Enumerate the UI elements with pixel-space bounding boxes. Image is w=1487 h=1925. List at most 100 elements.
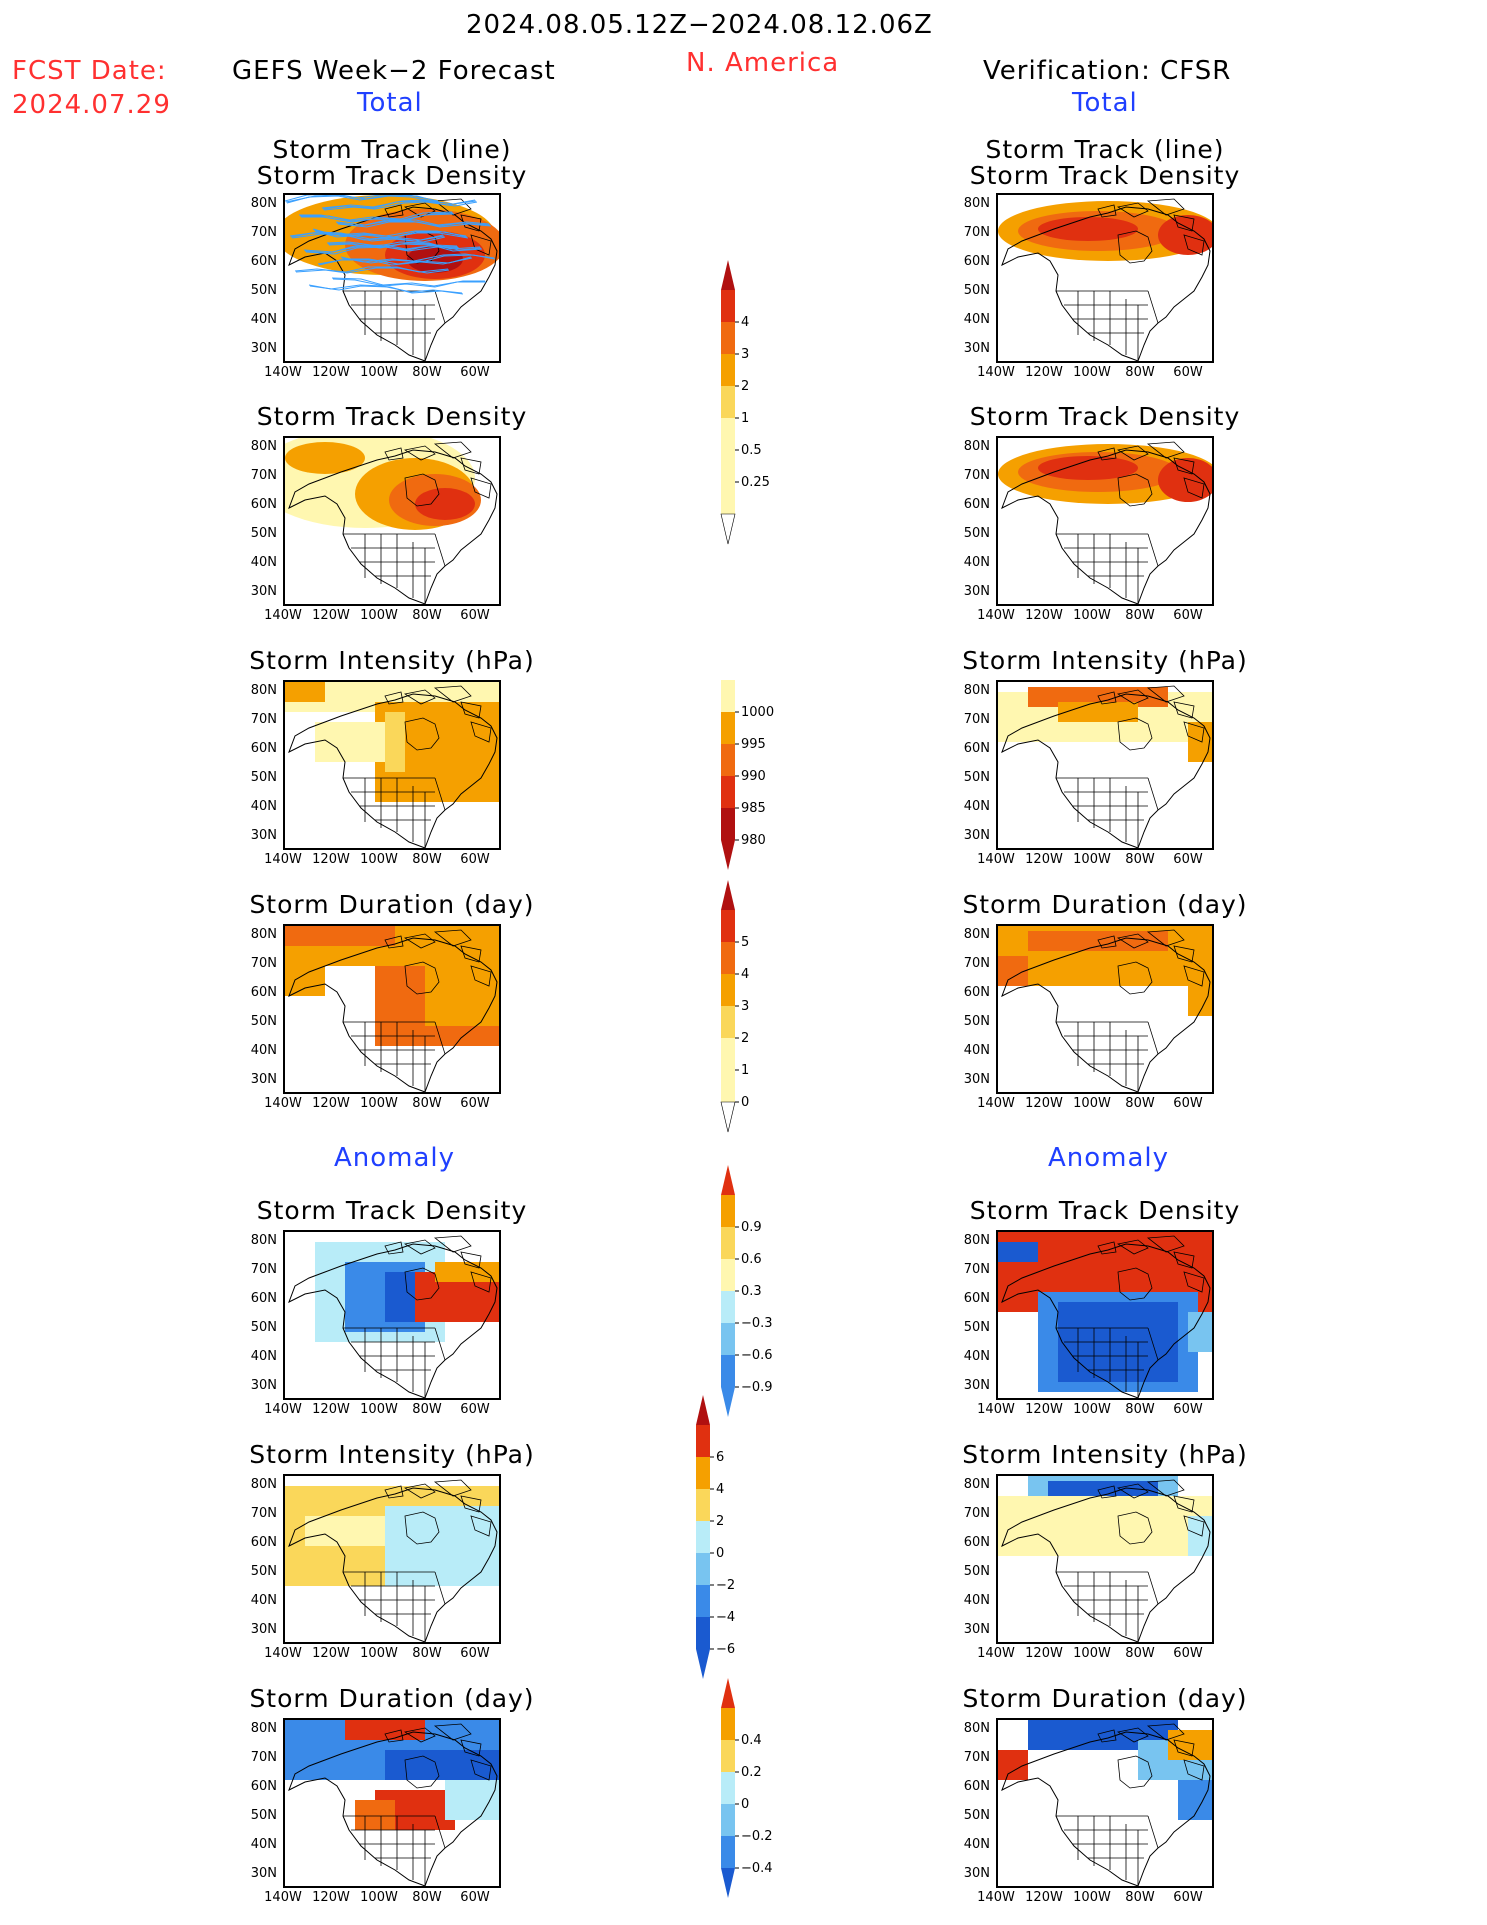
lat-label: 50N [963,1014,990,1029]
island-outline [1146,441,1185,459]
lon-label: 60W [460,365,490,380]
island-outline [1097,691,1117,705]
state-border [1147,1327,1159,1361]
lat-label: 60N [963,741,990,756]
lon-label: 80W [1125,1096,1155,1111]
lon-label: 140W [977,608,1015,623]
lon-label: 80W [412,1890,442,1905]
lon-label: 100W [1073,1402,1111,1417]
lon-label: 80W [1125,852,1155,867]
island-outline [403,202,436,218]
panel-title: Storm Track Density [256,402,528,431]
map-panel [283,680,501,850]
lon-label: 140W [977,1096,1015,1111]
lon-label: 100W [1073,1096,1111,1111]
colorbar-segment [721,322,735,354]
state-border [1147,1021,1159,1055]
colorbar-top-arrow [721,1165,735,1195]
lon-label: 140W [264,1646,302,1661]
shading-cell [435,1262,499,1282]
lat-label: 30N [963,341,990,356]
lon-label: 80W [1125,608,1155,623]
lon-label: 120W [312,1096,350,1111]
lat-label: 50N [250,283,277,298]
right-total-label: Total [1072,88,1138,118]
storm-track-line [331,277,485,287]
colorbar-segment [721,386,735,418]
map-panel [996,924,1214,1094]
lat-label: 30N [250,1622,277,1637]
colorbar-segment [721,354,735,386]
lat-label: 60N [963,497,990,512]
lon-label: 120W [312,608,350,623]
colorbar-density-anom: 0.9 0.6 0.3 −0.3 −0.6 −0.9 [721,1165,773,1417]
map-panel [996,436,1214,606]
lat-label: 50N [250,1564,277,1579]
lon-label: 100W [1073,1890,1111,1905]
island-outline [403,445,436,461]
colorbar-label: −0.9 [741,1380,773,1395]
shading-cell [1188,966,1212,1016]
island-outline [470,721,492,743]
lon-label: 80W [1125,1890,1155,1905]
island-outline [1097,1729,1117,1743]
panel-title: Storm Duration (day) [962,1684,1248,1713]
coastline [288,1487,498,1642]
island-outline [1117,717,1153,751]
shading-cell [1058,702,1138,722]
lat-label: 70N [250,225,277,240]
lon-label: 140W [264,608,302,623]
lat-label: 80N [963,927,990,942]
island-outline [1146,685,1185,703]
colorbar-segment [721,1006,735,1038]
colorbar-label: 0 [716,1546,724,1561]
coastline [1001,1243,1211,1398]
island-outline [384,1485,404,1499]
coastline [1001,1487,1211,1642]
island-outline [1116,1483,1149,1499]
island-outline [470,234,492,256]
island-outline [1117,1267,1153,1301]
panel-title: Storm Intensity (hPa) [249,646,535,675]
colorbar-label: 1 [741,411,749,426]
colorbar-label: 0 [741,1095,749,1110]
shading-cell [998,956,1028,986]
island-outline [403,1727,436,1743]
map-canvas [285,438,498,604]
island-outline [433,929,472,947]
island-outline [1116,1239,1149,1255]
lat-label: 30N [963,1378,990,1393]
lat-label: 60N [963,985,990,1000]
shading-cell [285,966,325,996]
island-outline [1116,1727,1149,1743]
lat-label: 50N [250,526,277,541]
colorbar-label: 0.2 [741,1765,762,1780]
map-canvas [285,1720,499,1886]
lat-label: 80N [250,439,277,454]
island-outline [470,965,492,987]
island-outline [403,933,436,949]
shading-cell [385,1272,415,1322]
island-outline [404,717,440,751]
date-range-title: 2024.08.05.12Z−2024.08.12.06Z [466,10,933,40]
state-border [1147,777,1159,811]
island-outline [1146,1235,1185,1253]
lon-label: 120W [312,365,350,380]
lon-label: 80W [412,1402,442,1417]
lat-label: 80N [250,1721,277,1736]
lat-label: 30N [250,341,277,356]
island-outline [1097,1485,1117,1499]
storm-track-line [337,221,492,228]
lat-label: 50N [250,1808,277,1823]
lat-label: 50N [963,526,990,541]
colorbar-intensity-total: 1000 995 990 985 980 [721,680,774,870]
coastline [1001,693,1211,848]
lon-label: 80W [412,1096,442,1111]
map-canvas [285,1479,499,1642]
shading-cell [385,1750,499,1780]
lon-label: 120W [312,1402,350,1417]
colorbar-segment [721,1836,735,1868]
colorbar-segment [721,776,735,808]
colorbar-label: 0.6 [741,1252,762,1267]
island-outline [460,1495,482,1513]
